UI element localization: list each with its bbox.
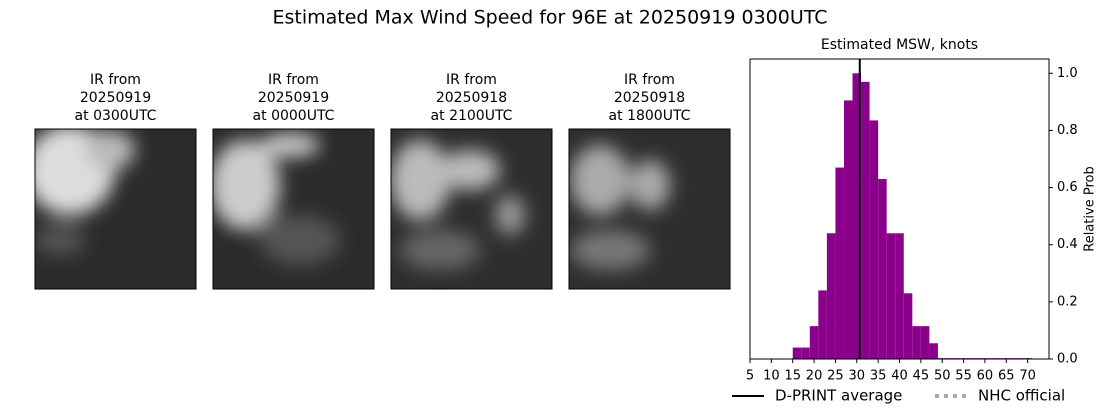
x-tick-label: 20 (806, 369, 823, 384)
y-tick-label: 0.4 (1057, 237, 1078, 252)
y-tick-label: 0.8 (1057, 123, 1078, 138)
image-frame (34, 128, 197, 290)
bar (792, 347, 802, 359)
y-tick-label: 1.0 (1057, 66, 1078, 81)
bar (843, 100, 853, 359)
bar (835, 167, 844, 359)
y-tick-label: 0.2 (1057, 294, 1078, 309)
panel-title: at 1800UTC (609, 108, 691, 124)
panel-title: at 2100UTC (431, 108, 513, 124)
image-frame (568, 128, 731, 290)
bar (920, 326, 930, 359)
panel-title: at 0000UTC (253, 108, 335, 124)
bar (852, 73, 862, 360)
legend-label: NHC official (978, 387, 1065, 405)
legend-label: D-PRINT average (775, 387, 902, 405)
x-tick-label: 45 (913, 369, 930, 384)
chart-title: Estimated MSW, knots (821, 37, 978, 53)
x-tick-label: 40 (891, 369, 908, 384)
panel-title: at 0300UTC (75, 108, 157, 124)
panel-title: 20250919 (258, 90, 329, 106)
image-frame (390, 128, 553, 290)
y-axis-label: Relative Prob (1083, 166, 1098, 251)
y-tick-label: 0.0 (1057, 352, 1078, 367)
bar (929, 343, 938, 359)
bar (886, 233, 896, 359)
x-tick-label: 65 (998, 369, 1015, 384)
bar (861, 81, 870, 359)
bar (809, 326, 819, 359)
x-tick-label: 70 (1019, 369, 1036, 384)
ir-image (213, 129, 374, 289)
bar (903, 293, 913, 359)
panel-title: 20250918 (436, 90, 507, 106)
x-tick-label: 60 (977, 369, 994, 384)
panel-title: IR from (624, 72, 675, 88)
figure-title: Estimated Max Wind Speed for 96E at 2025… (272, 7, 827, 29)
ir-image (35, 129, 196, 289)
y-tick-label: 0.6 (1057, 180, 1078, 195)
x-tick-label: 50 (934, 369, 951, 384)
panel-title: 20250918 (614, 90, 685, 106)
panel-title: IR from (90, 72, 141, 88)
x-tick-label: 25 (827, 369, 844, 384)
x-tick-label: 35 (870, 369, 887, 384)
bar (826, 233, 836, 359)
x-tick-label: 55 (955, 369, 972, 384)
x-tick-label: 30 (849, 369, 866, 384)
ir-image (391, 129, 552, 289)
bar (895, 233, 904, 359)
ir-image (569, 129, 730, 289)
bar (869, 120, 879, 359)
bar (878, 179, 887, 359)
x-tick-label: 10 (763, 369, 780, 384)
panel-title: 20250919 (80, 90, 151, 106)
bar (801, 347, 810, 359)
x-tick-label: 15 (784, 369, 801, 384)
panel-title: IR from (268, 72, 319, 88)
image-frame (212, 128, 375, 290)
bar (818, 290, 827, 359)
x-tick-label: 5 (746, 369, 754, 384)
panel-title: IR from (446, 72, 497, 88)
bar (912, 326, 921, 359)
